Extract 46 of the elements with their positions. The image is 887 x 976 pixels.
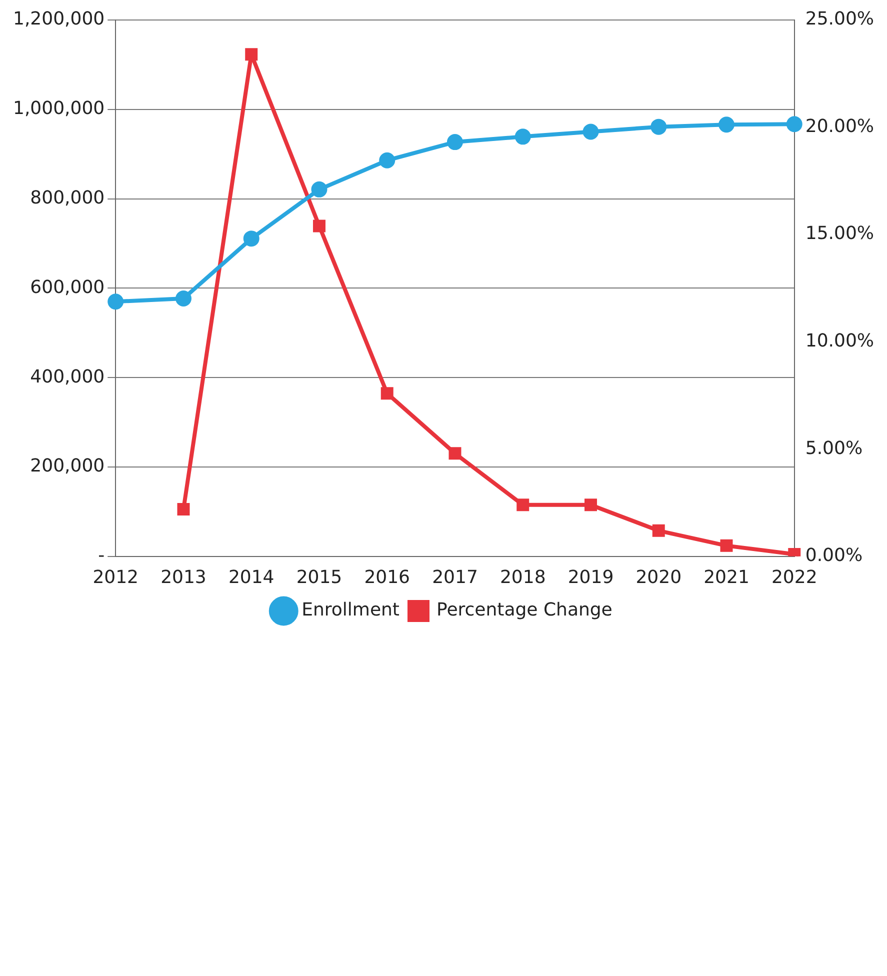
point bbox=[786, 116, 802, 132]
x-tick-label: 2017 bbox=[432, 566, 478, 588]
point bbox=[652, 524, 665, 537]
y-tick-label: 200,000 bbox=[30, 456, 105, 477]
x-tick-label: 2013 bbox=[160, 566, 206, 588]
point bbox=[245, 48, 258, 61]
point bbox=[582, 124, 599, 140]
x-tick-label: 2016 bbox=[364, 566, 410, 588]
y-tick-label: 1,000,000 bbox=[13, 98, 105, 120]
point bbox=[379, 152, 396, 168]
x-tick-label: 2021 bbox=[704, 566, 750, 588]
point bbox=[380, 387, 394, 400]
y2-tick-label: 10.00% bbox=[805, 330, 874, 352]
point bbox=[584, 498, 597, 512]
point bbox=[514, 128, 531, 145]
y-tick-label: 600,000 bbox=[30, 276, 105, 298]
x-tick-label: 2015 bbox=[296, 566, 342, 588]
x-tick-label: 2020 bbox=[636, 566, 682, 588]
x-tick-label: 2022 bbox=[771, 566, 818, 588]
point bbox=[177, 502, 190, 516]
y2-tick-label: 25.00% bbox=[805, 8, 874, 30]
legend-label: Enrollment bbox=[302, 600, 400, 621]
y2-tick-label: 0.00% bbox=[805, 545, 863, 566]
point bbox=[720, 539, 733, 552]
point bbox=[175, 290, 192, 306]
x-tick-label: 2019 bbox=[568, 566, 614, 588]
y2-tick-label: 5.00% bbox=[805, 438, 863, 459]
y-tick-label: 400,000 bbox=[30, 366, 105, 388]
point bbox=[108, 294, 124, 310]
x-tick-label: 2012 bbox=[92, 566, 139, 588]
y-tick-label: 1,200,000 bbox=[13, 8, 105, 30]
legend-label: Percentage Change bbox=[436, 600, 612, 621]
y2-tick-label: 20.00% bbox=[805, 116, 874, 137]
x-tick-label: 2014 bbox=[228, 566, 274, 588]
x-tick-label: 2018 bbox=[500, 566, 546, 588]
point bbox=[718, 116, 734, 133]
point bbox=[516, 498, 530, 512]
point bbox=[448, 447, 462, 460]
point bbox=[650, 118, 667, 135]
y2-tick-label: 15.00% bbox=[805, 223, 874, 244]
point bbox=[312, 220, 326, 232]
y-tick-label: 800,000 bbox=[30, 187, 105, 208]
point bbox=[243, 230, 260, 247]
y-tick-label: - bbox=[98, 545, 105, 566]
point bbox=[446, 134, 463, 150]
point bbox=[311, 181, 328, 198]
